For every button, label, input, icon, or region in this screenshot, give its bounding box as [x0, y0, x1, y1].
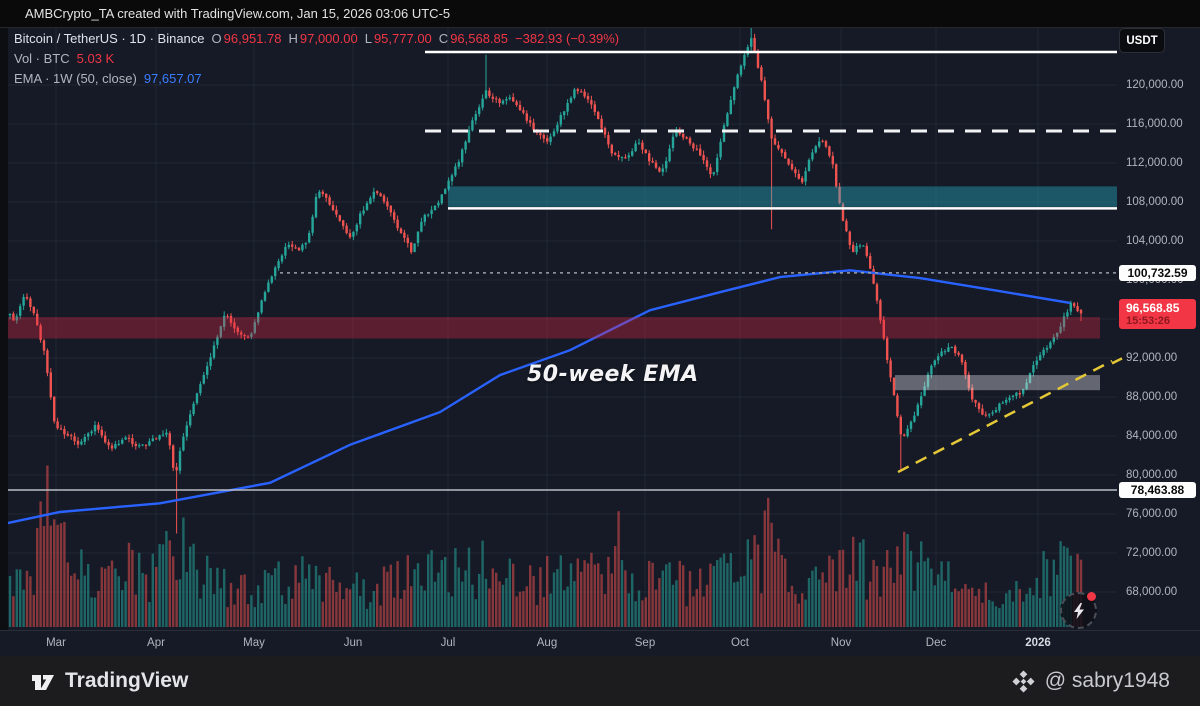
ohlc-high: H 97,000.00: [288, 31, 358, 46]
time-axis-label[interactable]: Aug: [536, 637, 558, 649]
footer-bar: TradingView @ sabry1948: [0, 656, 1200, 706]
ohlc-close: C 96,568.85: [438, 31, 509, 46]
author-watermark: @ sabry1948: [1011, 669, 1170, 694]
watermark-text: @ sabry1948: [1044, 669, 1170, 692]
price-tick-label: 104,000.00: [1126, 234, 1184, 247]
legend-volume-row: Vol · BTC 5.03 K: [14, 51, 619, 71]
binance-icon: [1012, 669, 1035, 693]
ema-annotation: 50-week EMA: [527, 362, 699, 387]
legend-symbol-row: Bitcoin / TetherUS · 1D · Binance O 96,95…: [14, 31, 619, 51]
time-axis-label[interactable]: Mar: [46, 637, 66, 649]
price-change: −382.93 (−0.39%): [515, 31, 620, 46]
time-axis-label[interactable]: Jun: [343, 637, 363, 649]
price-tick-label: 80,000.00: [1126, 468, 1178, 481]
volume-value: 5.03 K: [76, 51, 115, 66]
price-level-label: 100,732.59: [1119, 264, 1196, 281]
price-tick-label: 84,000.00: [1126, 429, 1178, 442]
time-axis-label[interactable]: May: [243, 637, 265, 649]
ema-value: 97,657.07: [143, 71, 202, 86]
time-axis-label[interactable]: Sep: [634, 637, 656, 649]
price-axis[interactable]: 120,000.00 116,000.00 112,000.00 108,000.00…: [1117, 28, 1200, 630]
credit-text: AMBCrypto_TA created with TradingView.co…: [25, 6, 451, 21]
lightning-icon: [1073, 602, 1084, 619]
credit-bar: AMBCrypto_TA created with TradingView.co…: [0, 0, 1200, 28]
time-axis-label[interactable]: Apr: [147, 637, 165, 649]
resistance-zone: [448, 186, 1117, 207]
quick-trade-button[interactable]: [1060, 592, 1097, 629]
price-tick-label: 108,000.00: [1126, 195, 1184, 208]
chart-left-gutter: [0, 28, 8, 630]
current-price-label: 96,568.85 15:53:26: [1119, 299, 1196, 330]
time-axis-label[interactable]: Nov: [830, 637, 852, 649]
price-tick-label: 92,000.00: [1126, 351, 1178, 364]
legend-ema-row: EMA · 1W (50, close) 97,657.07: [14, 71, 619, 91]
price-tick-label: 112,000.00: [1126, 156, 1183, 169]
countdown-timer: 15:53:26: [1126, 315, 1171, 328]
price-tick-label: 68,000.00: [1126, 585, 1178, 598]
currency-toggle-button[interactable]: USDT: [1119, 28, 1165, 53]
time-axis[interactable]: Mar Apr May Jun Jul Aug Sep Oct Nov Dec 2026: [0, 630, 1200, 657]
price-tick-label: 88,000.00: [1126, 390, 1178, 403]
ema-label[interactable]: EMA · 1W (50, close): [14, 71, 137, 86]
chart-legend: Bitcoin / TetherUS · 1D · Binance O 96,95…: [14, 31, 619, 91]
notification-dot: [1087, 592, 1096, 601]
volume-bars: [8, 465, 1083, 627]
demand-zone: [895, 375, 1100, 391]
price-tick-label: 72,000.00: [1126, 546, 1178, 559]
price-tick-label: 76,000.00: [1126, 507, 1178, 520]
volume-label[interactable]: Vol · BTC: [14, 51, 70, 66]
candles: [8, 28, 1083, 534]
price-tick-label: 116,000.00: [1126, 117, 1183, 130]
ascending-trendline: [897, 359, 1113, 474]
tradingview-logo-icon: [32, 675, 54, 690]
price-tick-label: 120,000.00: [1126, 78, 1184, 91]
price-level-label: 78,463.88: [1119, 481, 1196, 498]
tradingview-logo[interactable]: TradingView: [30, 668, 188, 694]
symbol-title[interactable]: Bitcoin / TetherUS · 1D · Binance: [14, 31, 205, 46]
ohlc-low: L 95,777.00: [364, 31, 432, 46]
trendline-axis-marker: [1111, 357, 1123, 365]
time-axis-label[interactable]: Jul: [440, 637, 456, 649]
time-axis-label[interactable]: 2026: [1025, 637, 1051, 649]
brand-text: TradingView: [65, 669, 189, 692]
time-axis-label[interactable]: Oct: [731, 637, 749, 649]
ema-line: [8, 269, 1071, 525]
ohlc-open: O 96,951.78: [211, 31, 282, 46]
supply-zone: [8, 317, 1100, 339]
time-axis-label[interactable]: Dec: [925, 637, 947, 649]
